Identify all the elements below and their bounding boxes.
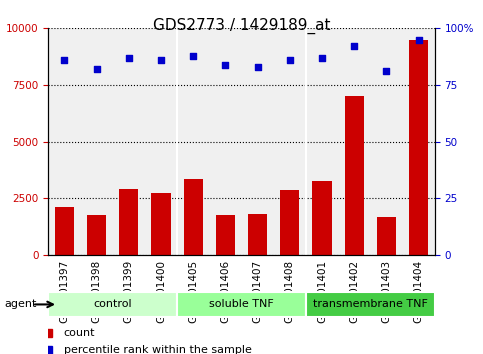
Point [415,37,423,42]
FancyBboxPatch shape [48,292,177,317]
Point [350,44,358,49]
Point [60,57,68,63]
Point [93,66,100,72]
Text: agent: agent [5,299,37,309]
Text: GDS2773 / 1429189_at: GDS2773 / 1429189_at [153,18,330,34]
Text: soluble TNF: soluble TNF [209,299,274,309]
Bar [248,214,267,255]
Text: control: control [93,299,132,309]
Bar [377,217,396,255]
Text: transmembrane TNF: transmembrane TNF [313,299,428,309]
Point [254,64,261,70]
Point [189,53,197,58]
Point [157,57,165,63]
Bar [280,190,299,255]
Bar [313,181,332,255]
Bar [184,179,203,255]
Point [222,62,229,67]
Point [318,55,326,61]
Bar [119,189,139,255]
Text: percentile rank within the sample: percentile rank within the sample [64,346,252,354]
Bar [151,193,170,255]
Bar [87,215,106,255]
Bar [55,207,74,255]
FancyBboxPatch shape [306,292,435,317]
Point [125,55,133,61]
Bar [216,215,235,255]
FancyBboxPatch shape [177,292,306,317]
Point [383,69,390,74]
Bar [344,96,364,255]
Point [286,57,294,63]
Bar [409,40,428,255]
Text: count: count [64,328,95,338]
